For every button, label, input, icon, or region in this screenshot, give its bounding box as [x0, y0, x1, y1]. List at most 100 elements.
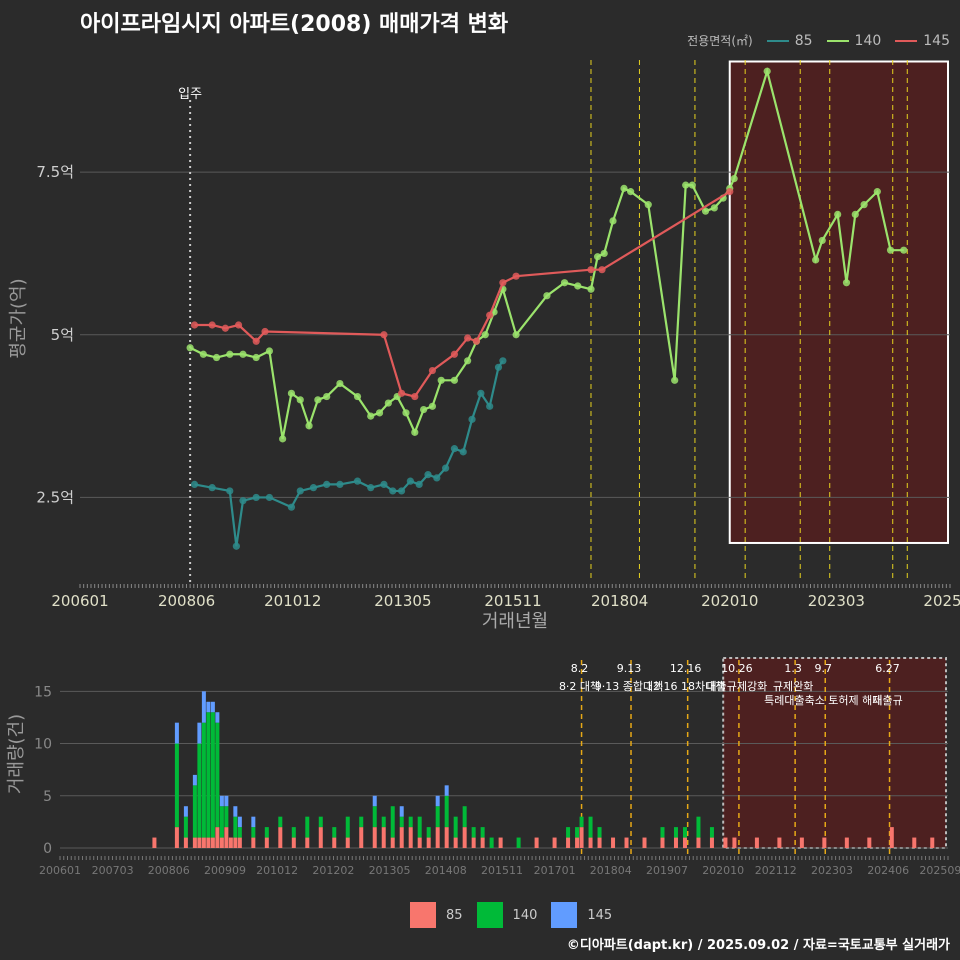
- x-tick-label: 201305: [369, 864, 411, 877]
- x-tick-label: 201907: [646, 864, 688, 877]
- legend-item-85: 85: [410, 902, 463, 928]
- data-point-140: [627, 188, 635, 196]
- bar-140: [588, 816, 593, 838]
- legend-bottom: 85 140 145: [410, 902, 612, 928]
- bar-85: [224, 827, 229, 848]
- data-point-140: [428, 402, 437, 410]
- x-tick-label: 201804: [590, 864, 632, 877]
- x-tick-label: 201511: [484, 592, 541, 610]
- data-point-85: [380, 480, 388, 489]
- bar-85: [709, 837, 714, 848]
- legend-label: 140: [854, 32, 882, 49]
- data-point-145: [450, 350, 459, 358]
- x-tick-label: 202010: [702, 864, 744, 877]
- bar-85: [251, 837, 256, 848]
- policy-label: 대출규: [872, 694, 902, 707]
- data-point-85: [450, 445, 459, 453]
- bar-140: [575, 827, 580, 838]
- bar-140: [233, 816, 238, 838]
- bar-85: [552, 837, 557, 848]
- bar-85: [642, 837, 647, 848]
- policy-date: 12.16: [670, 662, 702, 675]
- data-point-140: [730, 175, 738, 183]
- bar-85: [732, 837, 737, 848]
- bar-85: [206, 837, 211, 848]
- bar-85: [264, 837, 269, 848]
- bar-140: [471, 827, 476, 838]
- bar-145: [219, 795, 224, 807]
- data-point-140: [763, 67, 771, 75]
- data-point-140: [296, 396, 304, 404]
- bar-85: [332, 837, 337, 848]
- y-tick-label: 0: [43, 841, 52, 857]
- chart-title: 아이프라임시지 아파트(2008) 매매가격 변화: [80, 12, 509, 37]
- bar-140: [516, 837, 521, 848]
- bar-145: [399, 806, 404, 817]
- data-point-140: [600, 249, 608, 258]
- data-point-140: [305, 422, 313, 430]
- data-point-85: [367, 484, 375, 492]
- data-point-145: [380, 331, 388, 339]
- bar-145: [215, 712, 220, 723]
- bar-85: [912, 837, 917, 848]
- bar-85: [471, 837, 476, 848]
- bar-85: [345, 837, 350, 848]
- policy-date: 6.27: [875, 662, 900, 675]
- data-point-140: [375, 409, 384, 417]
- y-tick-label: 2.5억: [36, 488, 74, 506]
- bar-85: [444, 827, 449, 848]
- bar-85: [399, 827, 404, 848]
- bar-85: [278, 827, 283, 848]
- bar-145: [183, 806, 188, 817]
- policy-date: 9.7: [815, 662, 833, 675]
- legend-swatch: [895, 39, 918, 42]
- bar-140: [390, 806, 395, 838]
- bar-145: [251, 816, 256, 828]
- legend-swatch: [551, 902, 578, 928]
- data-point-140: [199, 350, 207, 358]
- bar-140: [435, 806, 440, 828]
- x-tick-label: 201202: [312, 864, 354, 877]
- policy-date: 1.3: [784, 662, 802, 675]
- bar-85: [201, 837, 206, 848]
- data-point-140: [314, 396, 322, 404]
- highlight-region: [728, 60, 949, 544]
- data-point-85: [287, 503, 296, 511]
- x-tick-label: 202303: [808, 592, 865, 610]
- bar-140: [305, 816, 310, 838]
- bar-145: [237, 816, 242, 828]
- data-point-85: [424, 471, 432, 479]
- bar-85: [152, 837, 157, 848]
- legend-label: 140: [512, 907, 538, 923]
- bar-140: [480, 827, 485, 838]
- bar-85: [660, 837, 665, 848]
- bar-85: [219, 837, 224, 848]
- data-point-145: [208, 321, 216, 329]
- data-point-140: [336, 379, 344, 388]
- data-point-145: [587, 266, 595, 274]
- bar-85: [597, 837, 602, 848]
- y-tick-label: 5: [43, 789, 52, 805]
- bar-140: [426, 827, 431, 838]
- bar-85: [417, 837, 422, 848]
- x-tick-label: 201701: [534, 864, 576, 877]
- bar-140: [682, 827, 687, 838]
- data-point-145: [221, 324, 229, 332]
- bar-140: [197, 743, 202, 838]
- bar-140: [597, 827, 602, 838]
- bar-140: [372, 806, 377, 828]
- data-point-140: [574, 282, 582, 290]
- bar-85: [390, 837, 395, 848]
- bar-85: [215, 827, 220, 848]
- bar-140: [210, 712, 215, 838]
- data-point-85: [232, 542, 240, 550]
- x-tick-label: 200909: [204, 864, 246, 877]
- bar-85: [624, 837, 629, 848]
- bar-85: [359, 827, 364, 848]
- bar-85: [183, 837, 188, 848]
- bar-140: [206, 712, 211, 838]
- bar-140: [660, 827, 665, 838]
- policy-label: 규제완화: [773, 680, 813, 693]
- bar-85: [197, 837, 202, 848]
- policy-label: 특례대출축소 토허제 해제: [764, 693, 882, 707]
